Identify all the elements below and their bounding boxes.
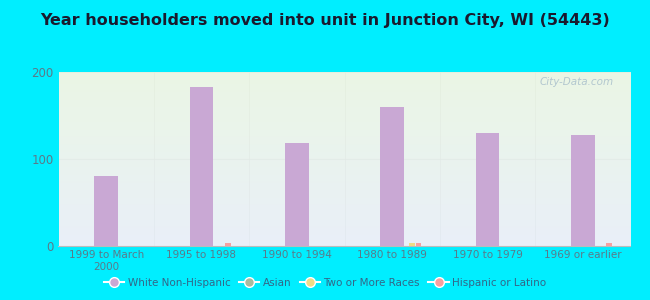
Bar — [476, 133, 499, 246]
Bar — [409, 242, 415, 246]
Bar — [225, 242, 231, 246]
Legend: White Non-Hispanic, Asian, Two or More Races, Hispanic or Latino: White Non-Hispanic, Asian, Two or More R… — [99, 274, 551, 292]
Bar — [94, 176, 118, 246]
Bar — [94, 176, 118, 246]
Bar — [190, 87, 213, 246]
Text: City-Data.com: City-Data.com — [540, 77, 614, 87]
Bar — [409, 242, 415, 246]
Bar — [285, 143, 309, 246]
Bar — [415, 242, 421, 246]
Bar — [190, 87, 213, 246]
Bar — [606, 242, 612, 246]
Bar — [606, 242, 612, 246]
Bar — [571, 135, 595, 246]
Bar — [225, 242, 231, 246]
Bar — [415, 242, 421, 246]
Text: Year householders moved into unit in Junction City, WI (54443): Year householders moved into unit in Jun… — [40, 14, 610, 28]
Bar — [476, 133, 499, 246]
Bar — [285, 143, 309, 246]
Bar — [380, 107, 404, 246]
Bar — [571, 135, 595, 246]
Bar — [380, 107, 404, 246]
